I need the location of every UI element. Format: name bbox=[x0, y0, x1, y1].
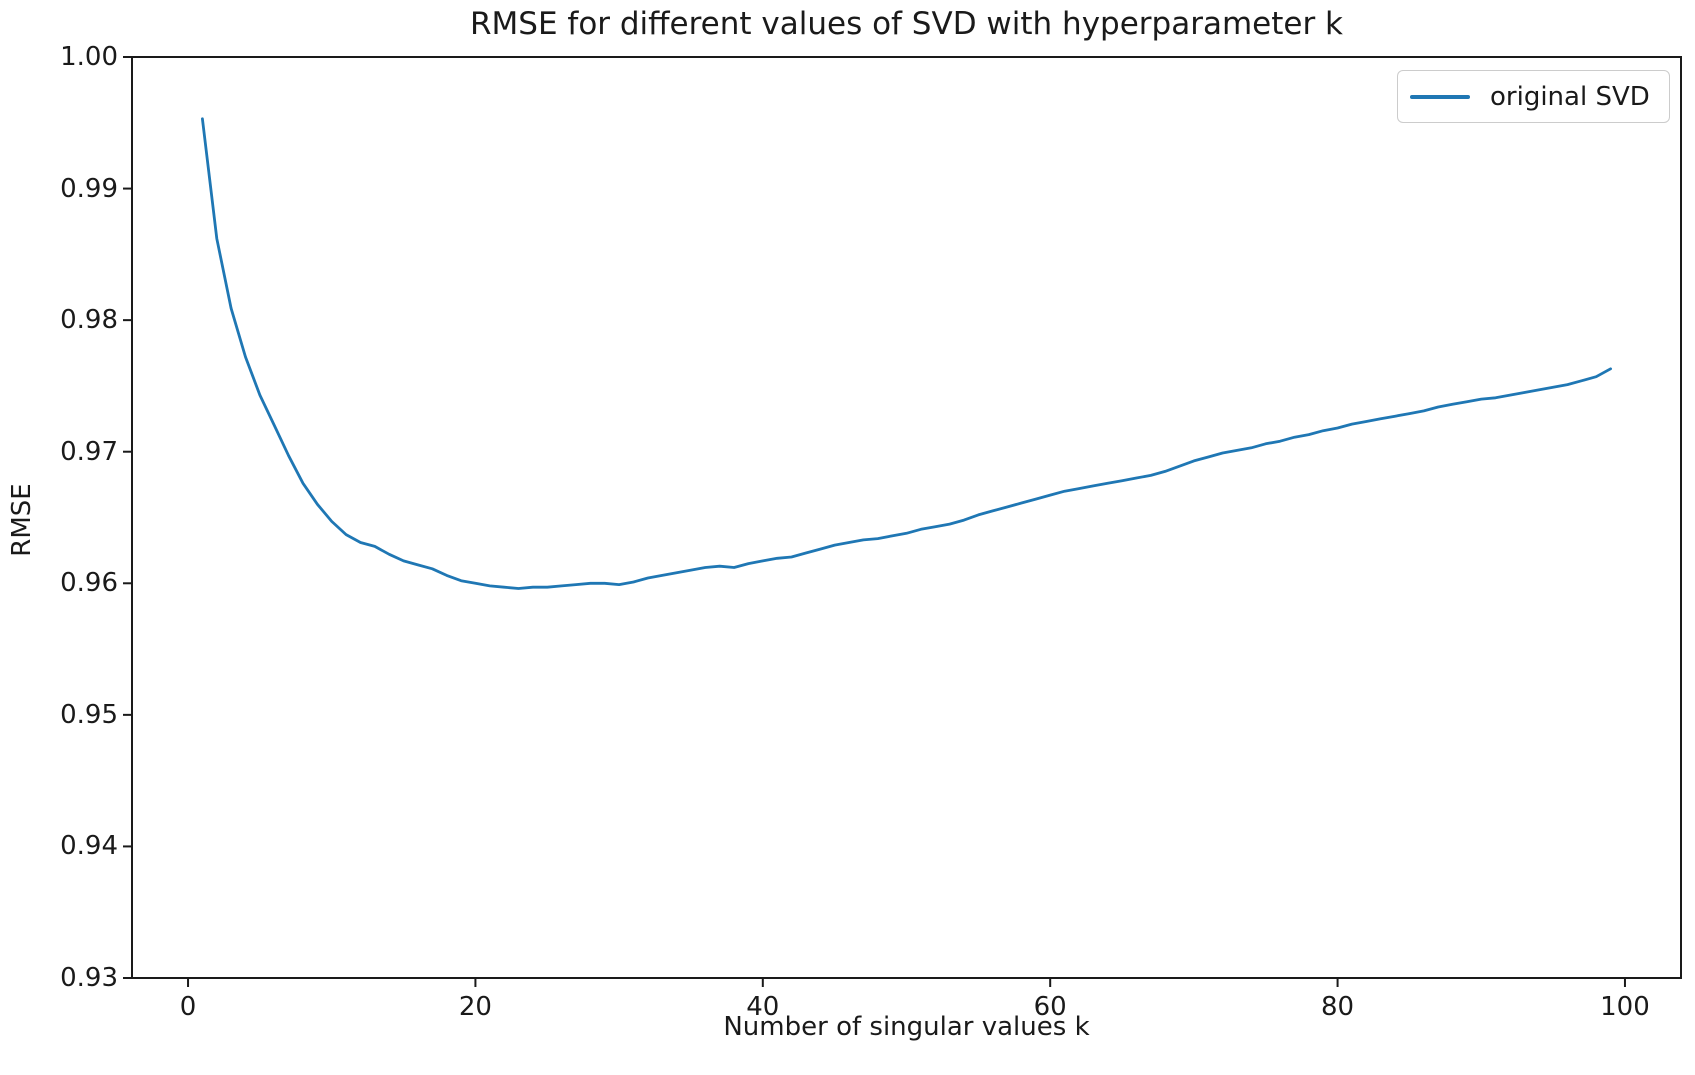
y-tick-label: 0.98 bbox=[60, 305, 118, 336]
rmse-line bbox=[200, 117, 1612, 590]
x-tick-label: 80 bbox=[1321, 992, 1355, 1022]
legend: original SVD bbox=[1397, 70, 1670, 123]
y-tick-label: 0.96 bbox=[60, 568, 118, 599]
y-axis-label: RMSE bbox=[7, 483, 37, 557]
legend-line-swatch bbox=[1410, 94, 1470, 99]
plot-border bbox=[131, 56, 1682, 979]
chart-title: RMSE for different values of SVD with hy… bbox=[470, 6, 1343, 42]
x-tick-label: 60 bbox=[1033, 992, 1067, 1022]
y-tick-label: 0.93 bbox=[60, 963, 118, 993]
y-tick-label: 0.95 bbox=[60, 699, 118, 730]
y-tick-label: 0.94 bbox=[60, 831, 118, 862]
x-tick-label: 20 bbox=[458, 992, 492, 1022]
y-tick-label: 1.00 bbox=[60, 42, 118, 72]
x-tick-label: 40 bbox=[746, 992, 780, 1022]
tick-marks bbox=[123, 56, 1626, 987]
y-tick-label: 0.99 bbox=[60, 173, 118, 204]
x-tick-label: 0 bbox=[179, 992, 197, 1022]
legend-entry-label: original SVD bbox=[1490, 81, 1650, 112]
y-tick-label: 0.97 bbox=[60, 436, 118, 467]
x-tick-label: 100 bbox=[1600, 992, 1650, 1022]
x-axis-label: Number of singular values k bbox=[723, 1012, 1090, 1042]
